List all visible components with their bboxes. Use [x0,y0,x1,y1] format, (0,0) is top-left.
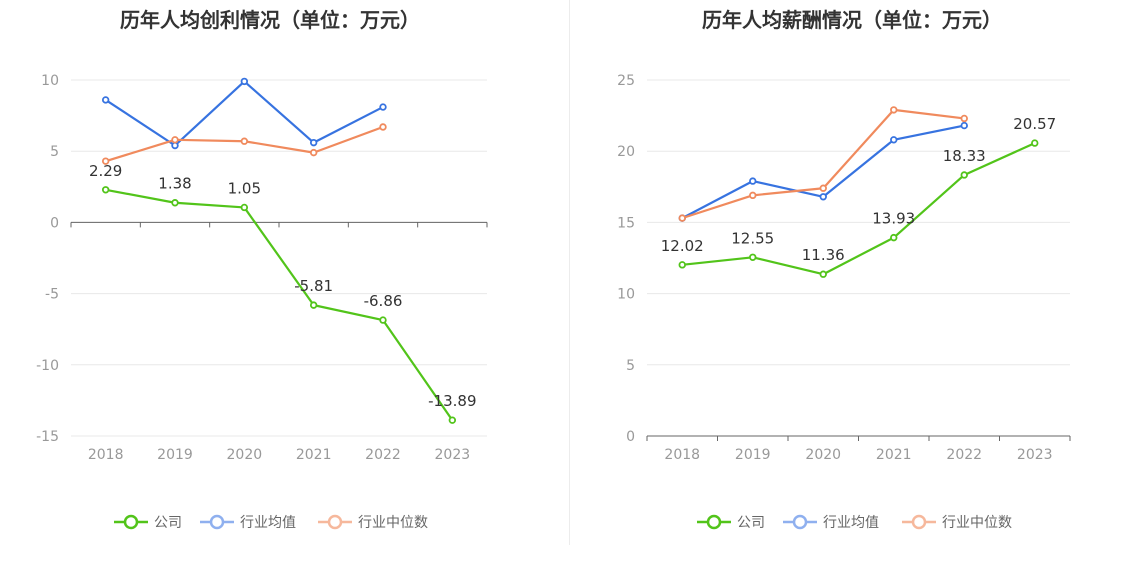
x-tick-label: 2023 [435,447,471,463]
legend-label-industry_avg: 行业均值 [823,515,879,531]
legend-marker-industry_avg [209,514,225,530]
data-point-company [1031,139,1039,147]
series-line-company [105,188,454,421]
series-line-industry_avg [105,80,384,147]
y-tick-label: 20 [617,144,635,160]
profit-per-capita-chart: 历年人均创利情况（单位：万元） 10 5 0 -5 -10 -15 2018 2019 2020 2… [36,8,488,531]
data-point-company [960,171,968,179]
data-point-industry_median [101,157,110,165]
data-point-industry_avg [171,141,179,150]
data-point-industry_median [379,123,387,131]
data-point-industry_avg [960,121,968,130]
x-tick-label: 2018 [664,447,700,463]
data-point-company [171,199,179,207]
y-tick-label: -15 [36,429,59,445]
data-point-industry_median [171,136,179,144]
y-tick-label: 25 [617,73,635,89]
x-tick-label: 2021 [296,447,332,463]
x-tick-label: 2020 [227,447,263,463]
data-point-industry_median [890,106,898,114]
legend-label-company: 公司 [154,515,182,531]
data-point-industry_avg [101,96,110,104]
data-point-company [240,203,249,212]
data-label: 12.55 [731,229,774,247]
y-tick-label: 0 [50,215,59,231]
data-point-industry_avg [379,103,387,111]
data-label: 11.36 [802,246,845,264]
data-label: 1.38 [158,175,191,193]
salary-per-capita-chart: 历年人均薪酬情况（单位：万元） 25 20 15 10 5 0 2018 2019 2020 202… [617,8,1071,531]
data-point-company [890,233,898,242]
data-label: 1.05 [228,179,261,197]
panel-divider [569,0,570,545]
legend-label-industry_median: 行业中位数 [942,515,1012,531]
series-line-industry_median [681,108,965,220]
data-point-industry_avg [890,136,898,144]
y-tick-label: 10 [617,287,635,303]
y-tick-label: -10 [36,358,59,374]
y-tick-label: 5 [50,144,59,160]
data-point-company [819,270,827,278]
data-point-industry_avg [309,138,318,147]
data-label: 18.33 [943,147,986,165]
data-point-industry_avg [240,77,249,86]
data-label: 13.93 [872,210,915,228]
legend-marker-industry_median [327,514,343,530]
series-line-company [682,142,1036,276]
x-tick-label: 2023 [1017,447,1053,463]
y-tick-label: 10 [41,73,59,89]
data-point-company [749,253,757,261]
x-tick-label: 2019 [735,447,771,463]
data-label: -5.81 [294,277,333,295]
data-point-industry_median [749,191,757,200]
data-point-industry_median [678,214,686,222]
data-point-industry_median [819,184,827,192]
data-point-company [101,186,110,194]
legend-label-industry_avg: 行业均值 [240,515,296,531]
data-point-company [678,261,686,269]
legend-marker-company [706,514,722,530]
legend-label-industry_median: 行业中位数 [358,515,428,531]
y-tick-label: 0 [626,429,635,445]
data-point-company [309,301,318,309]
data-label: 12.02 [661,237,704,255]
y-tick-label: 15 [617,215,635,231]
x-tick-label: 2021 [876,447,912,463]
legend-marker-industry_avg [792,514,808,530]
data-point-industry_median [309,148,318,157]
data-label: 20.57 [1013,115,1056,133]
salary-per-capita-panel: 历年人均薪酬情况（单位：万元） 25 20 15 10 5 0 2018 2019 2020 202… [567,0,1134,582]
data-point-company [379,316,387,324]
legend-marker-company [123,514,139,530]
chart-title: 历年人均创利情况（单位：万元） [120,8,420,32]
x-tick-label: 2020 [805,447,841,463]
x-tick-label: 2022 [365,447,401,463]
profit-per-capita-panel: 历年人均创利情况（单位：万元） 10 5 0 -5 -10 -15 2018 2019 2020 2… [36,8,488,531]
x-tick-label: 2019 [157,447,193,463]
legend-label-company: 公司 [737,515,765,531]
data-point-industry_avg [749,177,757,185]
x-tick-label: 2018 [88,447,124,463]
data-label: -13.89 [428,392,476,410]
chart-title: 历年人均薪酬情况（单位：万元） [702,8,1002,32]
legend-marker-industry_median [911,514,927,530]
data-point-industry_median [240,137,249,145]
data-label: 2.29 [89,162,122,180]
data-label: -6.86 [364,292,403,310]
data-point-company [448,416,457,424]
data-point-industry_avg [819,193,827,201]
data-point-industry_median [960,114,968,123]
y-tick-label: 5 [626,358,635,374]
x-tick-label: 2022 [946,447,982,463]
y-tick-label: -5 [45,287,59,303]
